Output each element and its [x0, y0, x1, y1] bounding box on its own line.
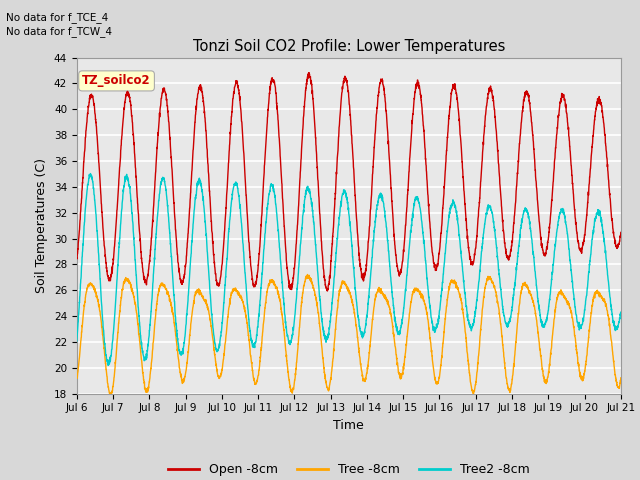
Text: No data for f_TCW_4: No data for f_TCW_4 — [6, 26, 113, 37]
Text: TZ_soilco2: TZ_soilco2 — [82, 74, 151, 87]
Y-axis label: Soil Temperatures (C): Soil Temperatures (C) — [35, 158, 48, 293]
X-axis label: Time: Time — [333, 419, 364, 432]
Legend: Open -8cm, Tree -8cm, Tree2 -8cm: Open -8cm, Tree -8cm, Tree2 -8cm — [163, 458, 535, 480]
Title: Tonzi Soil CO2 Profile: Lower Temperatures: Tonzi Soil CO2 Profile: Lower Temperatur… — [193, 39, 505, 54]
Text: No data for f_TCE_4: No data for f_TCE_4 — [6, 12, 109, 23]
